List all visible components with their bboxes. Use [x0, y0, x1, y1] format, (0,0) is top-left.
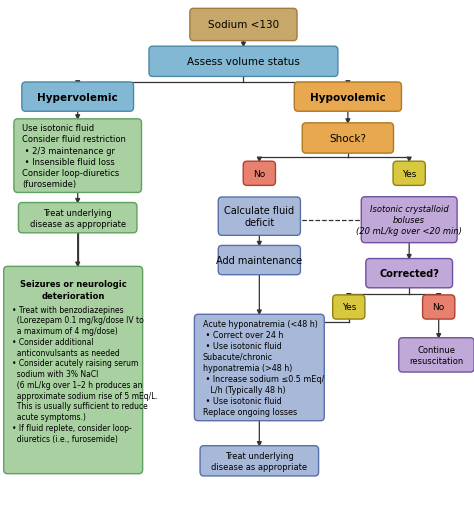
Text: Sodium <130: Sodium <130 [208, 20, 279, 31]
Text: Isotonic crystalloid
boluses
(20 mL/kg over <20 min): Isotonic crystalloid boluses (20 mL/kg o… [356, 205, 462, 236]
FancyBboxPatch shape [218, 197, 301, 236]
Text: Use isotonic fluid
Consider fluid restriction
 • 2/3 maintenance gr
 • Insensibl: Use isotonic fluid Consider fluid restri… [22, 124, 126, 188]
Text: Treat underlying
disease as appropriate: Treat underlying disease as appropriate [211, 451, 308, 471]
Text: Corrected?: Corrected? [379, 269, 439, 278]
Text: Continue
resuscitation: Continue resuscitation [409, 345, 464, 365]
Text: Acute hyponatremia (<48 h)
 • Correct over 24 h
 • Use isotonic fluid
Subacute/c: Acute hyponatremia (<48 h) • Correct ove… [202, 319, 324, 416]
Text: No: No [433, 303, 445, 312]
FancyBboxPatch shape [14, 120, 142, 193]
FancyBboxPatch shape [4, 267, 143, 474]
Text: Shock?: Shock? [329, 134, 366, 144]
FancyBboxPatch shape [149, 47, 338, 77]
FancyBboxPatch shape [399, 338, 474, 372]
FancyBboxPatch shape [18, 203, 137, 233]
FancyBboxPatch shape [366, 259, 453, 288]
FancyBboxPatch shape [393, 162, 425, 186]
FancyBboxPatch shape [294, 83, 401, 112]
FancyBboxPatch shape [302, 124, 393, 154]
FancyBboxPatch shape [22, 83, 134, 112]
Text: Seizures or neurologic
deterioration: Seizures or neurologic deterioration [20, 280, 127, 300]
Text: Calculate fluid
deficit: Calculate fluid deficit [224, 206, 294, 228]
FancyBboxPatch shape [423, 295, 455, 320]
Text: Yes: Yes [402, 169, 416, 179]
FancyBboxPatch shape [190, 9, 297, 42]
Text: • Treat with benzodiazepines
  (Lorezepam 0.1 mg/kg/dose IV to
  a maximum of 4 : • Treat with benzodiazepines (Lorezepam … [12, 305, 158, 443]
Text: Add maintenance: Add maintenance [216, 256, 302, 266]
FancyBboxPatch shape [200, 446, 319, 476]
FancyBboxPatch shape [361, 197, 457, 243]
Text: Hypovolemic: Hypovolemic [310, 93, 386, 102]
Text: Yes: Yes [342, 303, 356, 312]
Text: Assess volume status: Assess volume status [187, 57, 300, 67]
Text: No: No [253, 169, 265, 179]
Text: Treat underlying
disease as appropriate: Treat underlying disease as appropriate [30, 208, 126, 228]
FancyBboxPatch shape [194, 315, 324, 421]
FancyBboxPatch shape [218, 246, 301, 275]
FancyBboxPatch shape [243, 162, 275, 186]
Text: Hypervolemic: Hypervolemic [37, 93, 118, 102]
FancyBboxPatch shape [333, 295, 365, 320]
